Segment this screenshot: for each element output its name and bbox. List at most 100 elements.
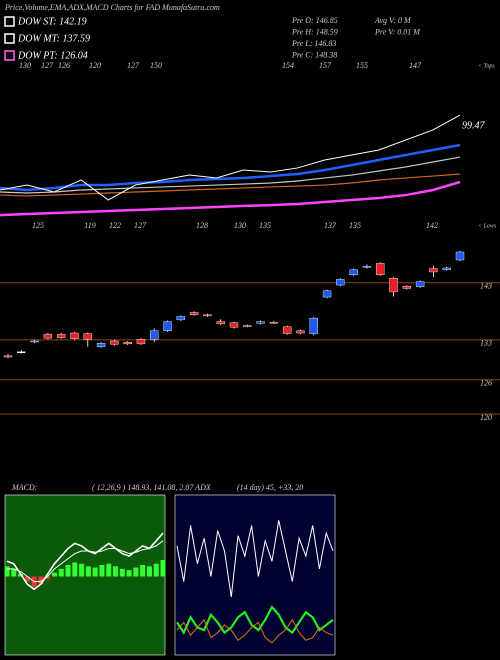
top-label: 154	[282, 61, 294, 70]
candle-body	[70, 332, 79, 339]
histogram-bar	[92, 567, 98, 577]
adx-line	[176, 618, 334, 644]
candle-body	[243, 325, 252, 327]
low-label: 119	[84, 221, 95, 230]
candle-body	[429, 268, 438, 273]
candle-body	[136, 339, 146, 345]
legend-swatch	[4, 16, 15, 27]
histogram-bar	[119, 568, 125, 577]
top-label: 157	[319, 61, 332, 70]
candle-body	[150, 330, 159, 340]
histogram-bar	[45, 576, 51, 580]
signal-line	[7, 540, 164, 583]
low-label: 127	[134, 221, 147, 230]
stat: Pre O: 146.85	[291, 16, 338, 25]
low-label: 135	[349, 221, 361, 230]
top-label: 130	[19, 61, 31, 70]
histogram-bar	[106, 563, 112, 577]
candle-body	[362, 266, 372, 268]
candle-body	[442, 267, 451, 270]
candle-body	[389, 278, 398, 293]
candle-body	[402, 286, 412, 289]
low-label: 125	[32, 221, 44, 230]
ema-line	[0, 143, 461, 192]
top-label: 155	[356, 61, 368, 70]
candle-body	[83, 333, 92, 340]
adx-line	[176, 605, 334, 635]
macd-label: MACD:	[11, 483, 38, 492]
candle-body	[229, 322, 239, 328]
stat: Pre V: 0.01 M	[374, 27, 421, 36]
macd-line	[6, 532, 164, 591]
stat: Pre C: 148.38	[291, 50, 337, 59]
page-title: Price,Volume,EMA,ADX,MACD Charts for FAD…	[4, 3, 220, 12]
annotation: 99.47	[462, 120, 486, 131]
candle-body	[269, 321, 279, 324]
candle-body	[203, 314, 212, 317]
candle-body	[110, 340, 119, 345]
histogram-bar	[146, 566, 152, 577]
candle-body	[296, 330, 305, 334]
adx-panel	[174, 494, 336, 656]
histogram-bar	[99, 565, 105, 577]
candle-body	[30, 340, 39, 343]
histogram-bar	[113, 566, 119, 577]
candle-body	[216, 321, 225, 325]
histogram-bar	[133, 567, 139, 577]
low-label: 135	[259, 221, 271, 230]
candle-body	[3, 355, 13, 358]
lows-label: < Lows	[478, 223, 497, 229]
y-tick-label: 133	[480, 339, 492, 348]
candle-body	[96, 343, 106, 347]
candle-body	[309, 317, 318, 334]
top-label: 127	[127, 61, 140, 70]
histogram-bar	[153, 563, 159, 577]
histogram-bar	[51, 572, 57, 577]
candle-body	[336, 279, 345, 286]
candle-body	[43, 333, 53, 339]
histogram-bar	[65, 565, 71, 577]
ema-line	[0, 173, 461, 197]
ema-line	[0, 114, 461, 201]
ema-line	[0, 156, 461, 194]
low-label: 137	[324, 221, 337, 230]
stat: Pre L: 146.83	[291, 39, 336, 48]
candle-body	[256, 321, 265, 324]
histogram-bar	[140, 565, 146, 577]
legend-entry: DOW MT: 137.59	[17, 33, 90, 44]
low-label: 122	[109, 221, 121, 230]
top-label: 120	[89, 61, 101, 70]
legend-entry: DOW ST: 142.19	[17, 16, 87, 27]
candle-body	[415, 281, 425, 287]
candle-body	[455, 251, 465, 261]
top-label: 150	[150, 61, 162, 70]
y-tick-label: 120	[480, 413, 492, 422]
stat: Avg V: 0 M	[374, 16, 412, 25]
candle-body	[163, 321, 172, 331]
candle-body	[17, 351, 26, 354]
low-label: 128	[196, 221, 208, 230]
histogram-bar	[126, 570, 132, 577]
legend-swatch	[4, 50, 15, 61]
candle-body	[282, 326, 292, 334]
top-label: 127	[41, 61, 54, 70]
candle-body	[123, 341, 132, 345]
histogram-bar	[11, 568, 17, 577]
histogram-bar	[160, 559, 166, 577]
ema-line	[0, 180, 461, 217]
histogram-bar	[58, 568, 64, 577]
candle-body	[349, 269, 358, 276]
top-label: 147	[409, 61, 422, 70]
stat: Pre H: 148.59	[291, 27, 338, 36]
candle-body	[322, 290, 332, 298]
top-label: 126	[58, 61, 70, 70]
candle-body	[56, 333, 66, 338]
candle-body	[376, 263, 385, 276]
histogram-bar	[79, 563, 85, 577]
low-label: 142	[426, 221, 438, 230]
histogram-bar	[38, 576, 44, 585]
histogram-bar	[4, 566, 10, 577]
y-tick-label: 143	[480, 282, 492, 291]
adx-line	[176, 520, 334, 597]
